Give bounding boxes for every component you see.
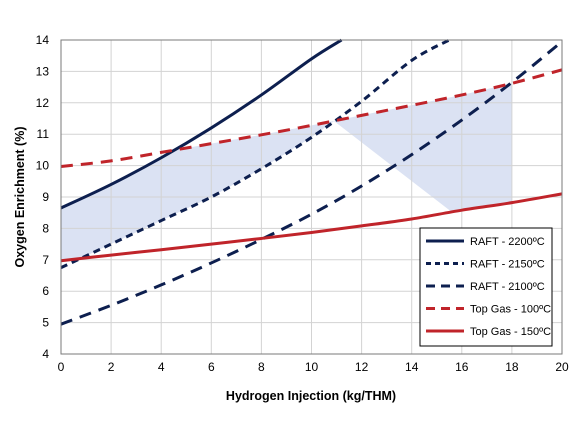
series-line [60,38,343,210]
y-tick-label: 7 [42,253,49,267]
axis-layer: 0 2 4 6 8 10 12 14 16 18 20 4 5 6 7 8 9 10 11 12 13 14 [36,33,569,374]
y-tick-label: 5 [42,316,49,330]
y-tick-label: 9 [42,190,49,204]
x-tick-label: 8 [258,360,265,374]
x-tick-label: 12 [355,360,369,374]
y-tick-label: 11 [37,127,50,141]
y-axis-title: Oxygen Enrichment (%) [13,127,27,268]
x-tick-label: 6 [208,360,215,374]
x-tick-label: 2 [108,360,115,374]
y-tick-label: 4 [42,347,49,361]
legend-label: RAFT - 2200ºC [470,236,545,248]
shaded-feasible-region [61,83,512,261]
y-tick-label: 13 [36,64,50,78]
y-tick-label: 10 [36,159,50,173]
legend-label: RAFT - 2100ºC [470,281,545,293]
legend-label: Top Gas - 150ºC [470,326,551,338]
x-tick-label: 10 [305,360,319,374]
series-layer [60,38,563,326]
shaded-region-layer [61,83,512,261]
plot-area-border [60,39,563,355]
y-tick-label: 8 [42,221,49,235]
series-line [60,68,563,169]
x-axis-title: Hydrogen Injection (kg/THM) [226,389,396,403]
y-tick-label: 12 [36,96,50,110]
series-line [60,192,563,263]
x-tick-label: 0 [58,360,65,374]
legend-label: RAFT - 2150ºC [470,259,545,271]
legend: RAFT - 2200ºC RAFT - 2150ºC RAFT - 2100ºC T… [419,227,553,347]
x-tick-label: 18 [505,360,519,374]
series-line [60,38,450,270]
x-tick-label: 16 [455,360,469,374]
x-tick-label: 20 [555,360,569,374]
y-tick-label: 6 [42,284,49,298]
legend-label: Top Gas - 100ºC [470,304,551,316]
y-tick-label: 14 [36,33,50,47]
x-tick-label: 4 [158,360,165,374]
x-tick-label: 14 [405,360,419,374]
